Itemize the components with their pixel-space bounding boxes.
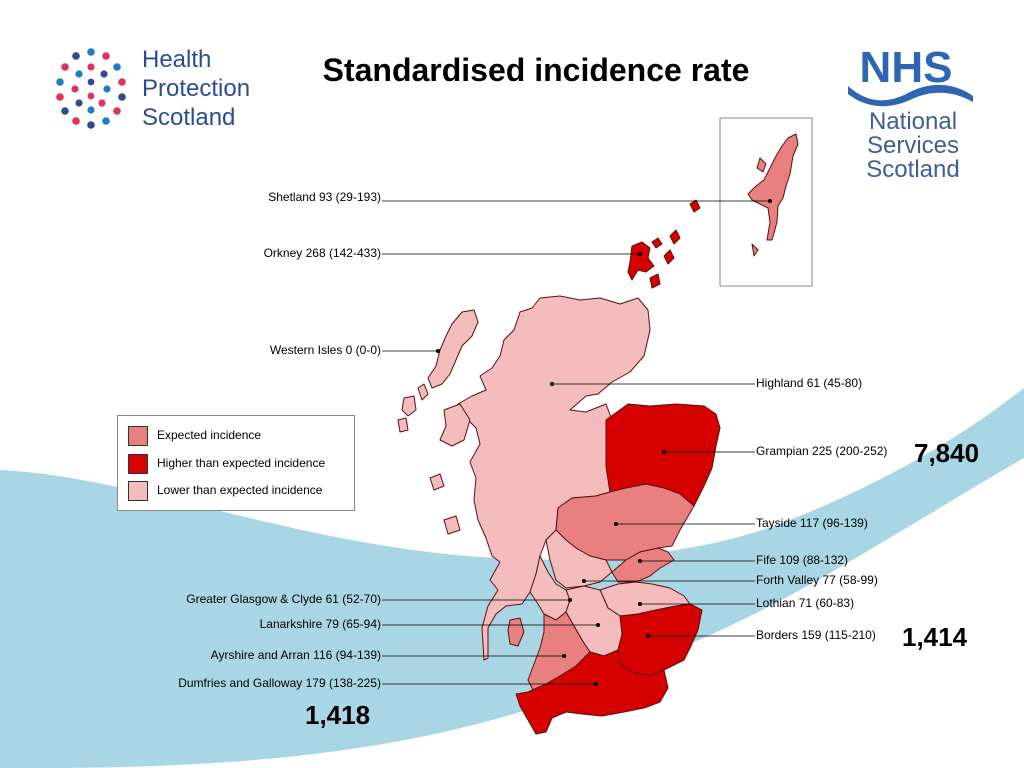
legend-swatch-expected xyxy=(128,426,148,446)
hps-line-1: Health xyxy=(142,46,212,73)
label-lothian: Lothian 71 (60-83) xyxy=(756,596,855,610)
nhs-logo-text: National Services Scotland xyxy=(843,110,983,182)
label-orkney: Orkney 268 (142-433) xyxy=(263,246,381,260)
legend-label-expected: Expected incidence xyxy=(157,428,262,442)
leader-dots xyxy=(436,199,772,686)
region-western-isles xyxy=(397,309,479,433)
label-highland: Highland 61 (45-80) xyxy=(756,376,863,390)
label-ayrshire-arran: Ayrshire and Arran 116 (94-139) xyxy=(210,648,381,662)
label-grampian: Grampian 225 (200-252) xyxy=(756,444,888,458)
nhs-logo-mark: NHS xyxy=(848,43,973,107)
total-borders: 1,414 xyxy=(902,622,968,652)
nhs-line-1: National xyxy=(868,108,958,135)
nhs-mark-text: NHS xyxy=(860,43,953,92)
region-dumfries-galloway xyxy=(515,649,669,735)
shetland-inset-frame xyxy=(719,117,813,287)
legend-label-lower: Lower than expected incidence xyxy=(157,483,323,497)
region-fife xyxy=(611,547,675,583)
label-greater-glasgow-clyde: Greater Glasgow & Clyde 61 (52-70) xyxy=(186,592,381,606)
label-dumfries-galloway: Dumfries and Galloway 179 (138-225) xyxy=(178,676,381,690)
legend-swatch-higher xyxy=(128,454,148,474)
region-orkney xyxy=(627,199,701,289)
hps-logo-text: Health Protection Scotland xyxy=(142,45,250,132)
region-forth-valley xyxy=(545,529,613,589)
legend-label-higher: Higher than expected incidence xyxy=(157,456,326,470)
label-shetland: Shetland 93 (29-193) xyxy=(268,190,381,204)
region-shetland xyxy=(747,133,799,257)
nhs-line-2: Services xyxy=(866,132,960,159)
label-lanarkshire: Lanarkshire 79 (65-94) xyxy=(259,617,381,631)
region-highland xyxy=(457,295,651,661)
total-grampian: 7,840 xyxy=(914,438,980,468)
hps-logo-dots xyxy=(56,48,126,129)
label-western-isles: Western Isles 0 (0-0) xyxy=(269,343,381,357)
hps-line-3: Scotland xyxy=(142,104,236,131)
hps-line-2: Protection xyxy=(142,75,251,102)
label-borders: Borders 159 (115-210) xyxy=(756,628,876,642)
label-fife: Fife 109 (88-132) xyxy=(756,553,849,567)
label-tayside: Tayside 117 (96-139) xyxy=(756,516,868,530)
hps-dot-ring xyxy=(56,48,126,129)
nhs-line-3: Scotland xyxy=(866,156,960,183)
nhs-swoosh xyxy=(848,84,973,107)
highland-isles xyxy=(429,403,471,535)
total-dumfries: 1,418 xyxy=(305,700,371,730)
legend-swatch-lower xyxy=(128,481,148,501)
page-title: Standardised incidence rate xyxy=(322,52,750,88)
label-forth-valley: Forth Valley 77 (58-99) xyxy=(756,573,878,587)
map-legend: Expected incidence Higher than expected … xyxy=(117,415,355,511)
